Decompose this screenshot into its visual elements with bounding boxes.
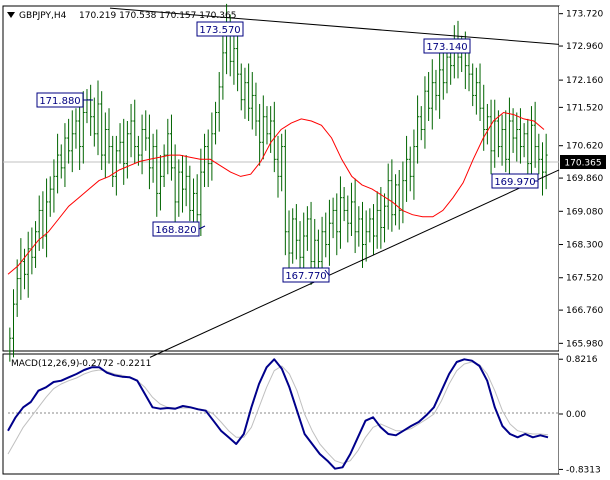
price-axis-tick-label: 166.760 (566, 306, 603, 316)
dropdown-triangle-icon[interactable] (7, 12, 15, 18)
price-panel-frame (2, 5, 560, 352)
macd-axis-tick-label: 0.00 (566, 410, 586, 420)
price-axis-tick-label: 169.080 (566, 207, 603, 217)
macd-header: MACD(12,26,9) -0.2772 -0.2211 (11, 359, 151, 369)
price-annotation: 171.880 (36, 92, 93, 108)
price-axis-tick-label: 165.980 (566, 339, 603, 349)
price-axis-area (559, 6, 607, 474)
macd-series-group (7, 358, 549, 470)
price-axis-tick-label: 172.160 (566, 76, 603, 86)
price-annotation-text: 167.770 (285, 271, 326, 282)
macd-signal-line (7, 361, 549, 464)
price-axis-tick-label: 167.520 (566, 274, 603, 284)
lower-trendline[interactable] (149, 169, 560, 358)
candle-series (8, 3, 548, 362)
moving-average-series (7, 111, 545, 275)
trendline-group[interactable] (109, 7, 560, 358)
moving-average-line (7, 111, 545, 275)
upper-trendline[interactable] (109, 7, 560, 45)
price-annotation: 167.770 (282, 267, 330, 283)
current-price-text: 170.365 (564, 159, 601, 169)
chart-header: GBPJPY,H4 170.219 170.538 170.157 170.36… (7, 11, 236, 21)
macd-axis: 0.8216 0.00 -0.8313 (559, 355, 601, 475)
price-annotation-text: 173.570 (199, 25, 240, 36)
price-annotation-text: 171.880 (39, 96, 80, 107)
price-axis-tick-label: 170.620 (566, 142, 603, 152)
price-annotation-text: 169.970 (494, 177, 535, 188)
macd-main-line (7, 358, 549, 470)
price-axis-tick-label: 173.720 (566, 10, 603, 20)
ohlc-values: 170.219 170.538 170.157 170.365 (79, 11, 236, 21)
price-axis-tick-label: 169.860 (566, 174, 603, 184)
current-price-tag: 170.365 (560, 155, 606, 169)
price-axis-tick-label: 171.520 (566, 103, 603, 113)
macd-values: -0.2772 -0.2211 (79, 359, 151, 369)
price-annotation-text: 168.820 (155, 225, 196, 236)
price-axis: 173.720 172.960 172.160 171.520 170.620 169.8… (559, 10, 603, 349)
price-annotation-group: 173.570 171.880 168.820 167.770 173.140 169.9… (36, 21, 539, 283)
macd-axis-tick-label: 0.8216 (566, 355, 598, 365)
macd-axis-tick-label: -0.8313 (566, 465, 601, 475)
price-annotation-text: 173.140 (426, 42, 467, 53)
price-annotation: 173.140 (423, 38, 471, 54)
price-axis-tick-label: 168.300 (566, 241, 603, 251)
symbol-label: GBPJPY,H4 (19, 11, 67, 21)
macd-label: MACD(12,26,9) (11, 359, 79, 369)
price-annotation: 168.820 (152, 221, 206, 237)
macd-panel-frame (2, 353, 560, 475)
price-annotation: 169.970 (491, 173, 539, 189)
price-axis-tick-label: 172.960 (566, 42, 603, 52)
price-annotation: 173.570 (196, 21, 244, 37)
